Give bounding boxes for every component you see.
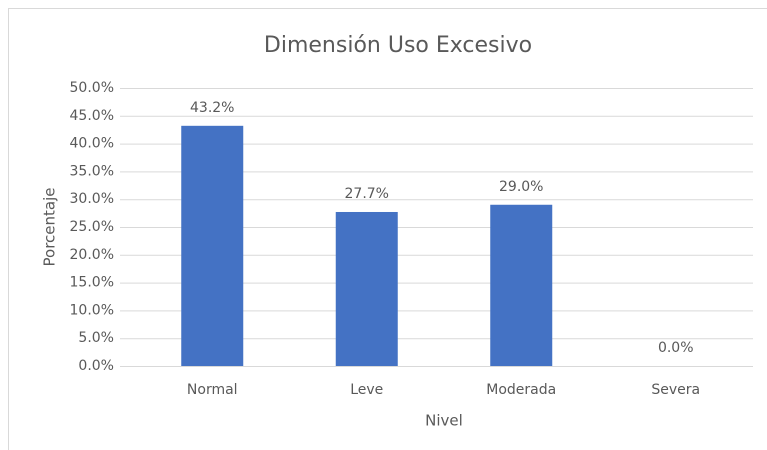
x-tick-label: Normal	[187, 382, 238, 398]
bar	[335, 211, 398, 366]
data-label: 0.0%	[658, 340, 694, 356]
y-tick-label: 15.0%	[70, 275, 114, 291]
y-tick-label: 35.0%	[70, 163, 114, 179]
x-tick-label: Severa	[651, 382, 700, 398]
y-axis-label: Porcentaje	[41, 188, 59, 267]
x-tick-label: Moderada	[486, 382, 556, 398]
y-tick-label: 20.0%	[70, 247, 114, 263]
data-label: 43.2%	[190, 100, 234, 116]
y-tick-label: 25.0%	[70, 219, 114, 235]
data-label: 27.7%	[345, 186, 389, 202]
y-tick-label: 0.0%	[78, 358, 114, 374]
y-tick-label: 5.0%	[78, 330, 114, 346]
x-axis-label: Nivel	[425, 412, 463, 430]
data-label: 29.0%	[499, 179, 543, 195]
y-tick-label: 10.0%	[70, 302, 114, 318]
bar	[490, 204, 553, 366]
y-tick-label: 45.0%	[70, 108, 114, 124]
y-tick-label: 50.0%	[70, 80, 114, 96]
y-tick-label: 30.0%	[70, 191, 114, 207]
chart-title: Dimensión Uso Excesivo	[264, 33, 532, 58]
bar	[181, 125, 244, 366]
x-tick-label: Leve	[350, 382, 383, 398]
y-tick-label: 40.0%	[70, 136, 114, 152]
